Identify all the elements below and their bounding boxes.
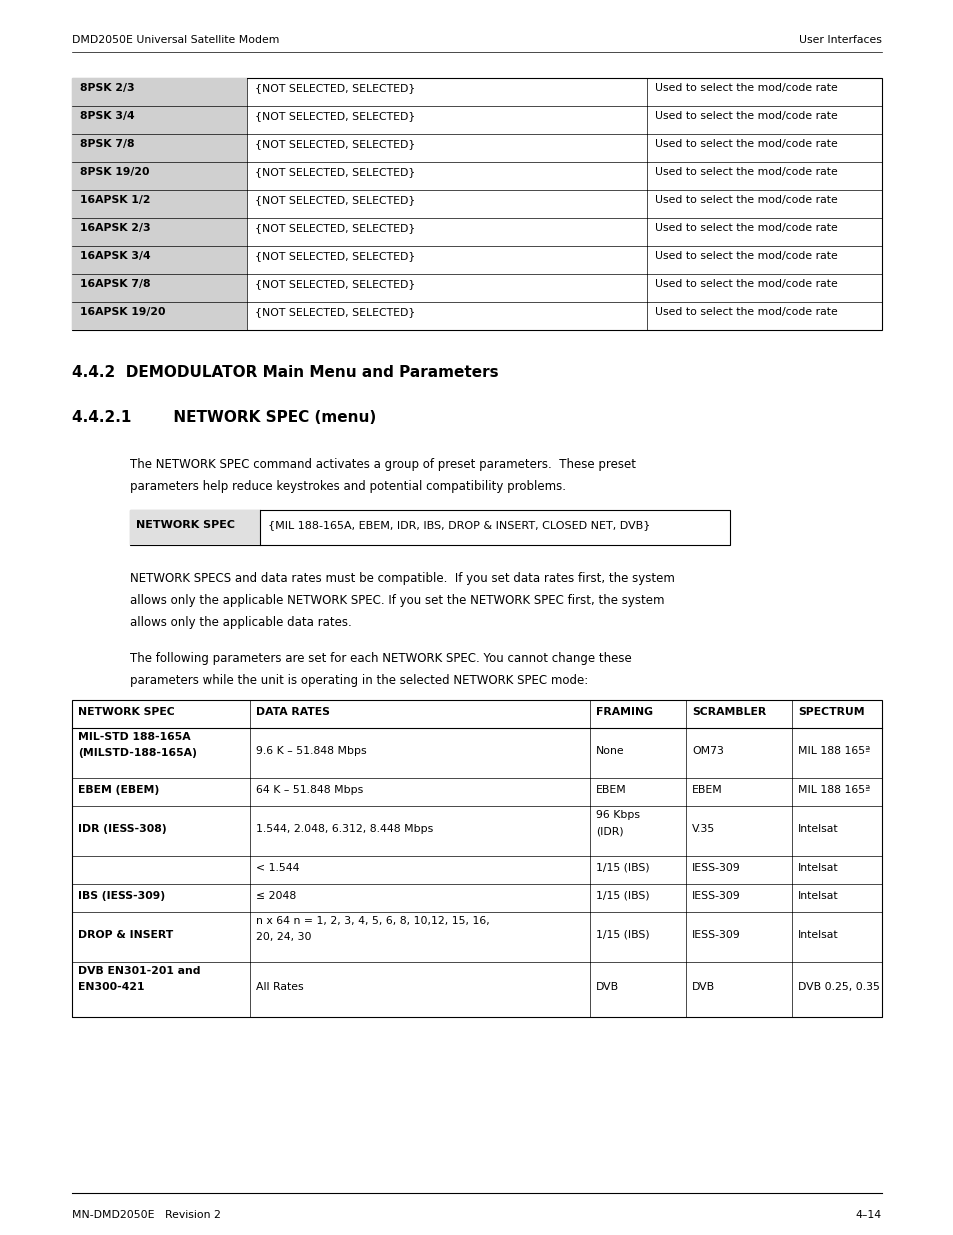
Text: IESS-309: IESS-309 [691, 890, 740, 900]
Text: DATA RATES: DATA RATES [255, 706, 330, 716]
Text: User Interfaces: User Interfaces [799, 35, 882, 44]
Text: Intelsat: Intelsat [797, 824, 838, 834]
Text: {MIL 188-165A, EBEM, IDR, IBS, DROP & INSERT, CLOSED NET, DVB}: {MIL 188-165A, EBEM, IDR, IBS, DROP & IN… [268, 520, 650, 530]
Text: MIL-STD 188-165A: MIL-STD 188-165A [78, 732, 191, 742]
Text: DROP & INSERT: DROP & INSERT [78, 930, 173, 940]
Text: Used to select the mod/code rate: Used to select the mod/code rate [655, 224, 837, 233]
Text: DVB: DVB [596, 982, 618, 992]
Text: 1/15 (IBS): 1/15 (IBS) [596, 890, 649, 900]
Text: {NOT SELECTED, SELECTED}: {NOT SELECTED, SELECTED} [254, 224, 415, 233]
Text: EBEM: EBEM [691, 784, 722, 794]
Text: OM73: OM73 [691, 746, 723, 756]
Bar [71, 162, 247, 190]
Text: SPECTRUM: SPECTRUM [797, 706, 863, 716]
Text: NETWORK SPECS and data rates must be compatible.  If you set data rates first, t: NETWORK SPECS and data rates must be com… [130, 572, 674, 585]
Text: SCRAMBLER: SCRAMBLER [691, 706, 765, 716]
Text: 4.4.2  DEMODULATOR Main Menu and Parameters: 4.4.2 DEMODULATOR Main Menu and Paramete… [71, 366, 498, 380]
Text: allows only the applicable NETWORK SPEC. If you set the NETWORK SPEC first, the : allows only the applicable NETWORK SPEC.… [130, 594, 664, 606]
Text: {NOT SELECTED, SELECTED}: {NOT SELECTED, SELECTED} [254, 308, 415, 317]
Text: Used to select the mod/code rate: Used to select the mod/code rate [655, 111, 837, 121]
Text: IDR (IESS-308): IDR (IESS-308) [78, 824, 167, 834]
Text: 8PSK 7/8: 8PSK 7/8 [80, 140, 134, 149]
Text: 20, 24, 30: 20, 24, 30 [255, 932, 312, 942]
Text: 16APSK 7/8: 16APSK 7/8 [80, 279, 151, 289]
Text: Intelsat: Intelsat [797, 930, 838, 940]
Text: Used to select the mod/code rate: Used to select the mod/code rate [655, 279, 837, 289]
Text: parameters help reduce keystrokes and potential compatibility problems.: parameters help reduce keystrokes and po… [130, 480, 565, 493]
Text: 1/15 (IBS): 1/15 (IBS) [596, 930, 649, 940]
Text: EN300-421: EN300-421 [78, 982, 144, 992]
Bar [71, 274, 247, 303]
Text: DMD2050E Universal Satellite Modem: DMD2050E Universal Satellite Modem [71, 35, 279, 44]
Text: MIL 188 165ª: MIL 188 165ª [797, 746, 869, 756]
Text: parameters while the unit is operating in the selected NETWORK SPEC mode:: parameters while the unit is operating i… [130, 674, 588, 687]
Text: EBEM: EBEM [596, 784, 626, 794]
Text: ≤ 2048: ≤ 2048 [255, 890, 296, 900]
Text: 96 Kbps: 96 Kbps [596, 810, 639, 820]
Text: DVB 0.25, 0.35: DVB 0.25, 0.35 [797, 982, 879, 992]
Text: All Rates: All Rates [255, 982, 303, 992]
Text: DVB EN301-201 and: DVB EN301-201 and [78, 966, 200, 976]
Text: The following parameters are set for each NETWORK SPEC. You cannot change these: The following parameters are set for eac… [130, 652, 631, 664]
Text: 16APSK 2/3: 16APSK 2/3 [80, 224, 151, 233]
Text: 4.4.2.1        NETWORK SPEC (menu): 4.4.2.1 NETWORK SPEC (menu) [71, 410, 375, 425]
Text: (IDR): (IDR) [596, 826, 623, 836]
Text: Used to select the mod/code rate: Used to select the mod/code rate [655, 167, 837, 178]
Text: < 1.544: < 1.544 [255, 862, 299, 873]
Text: {NOT SELECTED, SELECTED}: {NOT SELECTED, SELECTED} [254, 111, 415, 121]
Text: DVB: DVB [691, 982, 715, 992]
Text: {NOT SELECTED, SELECTED}: {NOT SELECTED, SELECTED} [254, 167, 415, 178]
Text: Used to select the mod/code rate: Used to select the mod/code rate [655, 83, 837, 94]
Text: MN-DMD2050E   Revision 2: MN-DMD2050E Revision 2 [71, 1210, 221, 1220]
Text: 16APSK 3/4: 16APSK 3/4 [80, 251, 151, 262]
Text: 1/15 (IBS): 1/15 (IBS) [596, 862, 649, 873]
Text: NETWORK SPEC: NETWORK SPEC [136, 520, 234, 530]
Bar [71, 303, 247, 330]
Text: IBS (IESS-309): IBS (IESS-309) [78, 890, 165, 900]
Text: FRAMING: FRAMING [596, 706, 652, 716]
Bar [130, 510, 729, 545]
Text: {NOT SELECTED, SELECTED}: {NOT SELECTED, SELECTED} [254, 140, 415, 149]
Text: EBEM (EBEM): EBEM (EBEM) [78, 784, 159, 794]
Text: MIL 188 165ª: MIL 188 165ª [797, 784, 869, 794]
Bar [71, 135, 247, 162]
Text: Used to select the mod/code rate: Used to select the mod/code rate [655, 251, 837, 262]
Text: {NOT SELECTED, SELECTED}: {NOT SELECTED, SELECTED} [254, 195, 415, 205]
Text: (MILSTD-188-165A): (MILSTD-188-165A) [78, 748, 196, 758]
Text: 4–14: 4–14 [855, 1210, 882, 1220]
Text: Intelsat: Intelsat [797, 862, 838, 873]
Bar [71, 700, 882, 1016]
Text: Used to select the mod/code rate: Used to select the mod/code rate [655, 195, 837, 205]
Text: 64 K – 51.848 Mbps: 64 K – 51.848 Mbps [255, 784, 363, 794]
Text: Intelsat: Intelsat [797, 890, 838, 900]
Text: IESS-309: IESS-309 [691, 862, 740, 873]
Text: allows only the applicable data rates.: allows only the applicable data rates. [130, 616, 352, 629]
Text: Used to select the mod/code rate: Used to select the mod/code rate [655, 140, 837, 149]
Text: V.35: V.35 [691, 824, 715, 834]
Bar [71, 219, 247, 246]
Text: 9.6 K – 51.848 Mbps: 9.6 K – 51.848 Mbps [255, 746, 366, 756]
Text: {NOT SELECTED, SELECTED}: {NOT SELECTED, SELECTED} [254, 83, 415, 94]
Text: 8PSK 3/4: 8PSK 3/4 [80, 111, 134, 121]
Text: {NOT SELECTED, SELECTED}: {NOT SELECTED, SELECTED} [254, 279, 415, 289]
Bar [71, 246, 247, 274]
Text: 8PSK 2/3: 8PSK 2/3 [80, 83, 134, 94]
Text: NETWORK SPEC: NETWORK SPEC [78, 706, 174, 716]
Text: 8PSK 19/20: 8PSK 19/20 [80, 167, 150, 178]
Bar [71, 106, 247, 135]
Text: Used to select the mod/code rate: Used to select the mod/code rate [655, 308, 837, 317]
Text: IESS-309: IESS-309 [691, 930, 740, 940]
Text: 1.544, 2.048, 6.312, 8.448 Mbps: 1.544, 2.048, 6.312, 8.448 Mbps [255, 824, 433, 834]
Text: 16APSK 1/2: 16APSK 1/2 [80, 195, 151, 205]
Bar [71, 78, 247, 106]
Bar [71, 190, 247, 219]
Text: {NOT SELECTED, SELECTED}: {NOT SELECTED, SELECTED} [254, 251, 415, 262]
Bar [130, 510, 260, 545]
Text: n x 64 n = 1, 2, 3, 4, 5, 6, 8, 10,12, 15, 16,: n x 64 n = 1, 2, 3, 4, 5, 6, 8, 10,12, 1… [255, 916, 489, 926]
Text: The NETWORK SPEC command activates a group of preset parameters.  These preset: The NETWORK SPEC command activates a gro… [130, 458, 636, 471]
Text: 16APSK 19/20: 16APSK 19/20 [80, 308, 165, 317]
Text: None: None [596, 746, 624, 756]
Bar [71, 78, 882, 330]
